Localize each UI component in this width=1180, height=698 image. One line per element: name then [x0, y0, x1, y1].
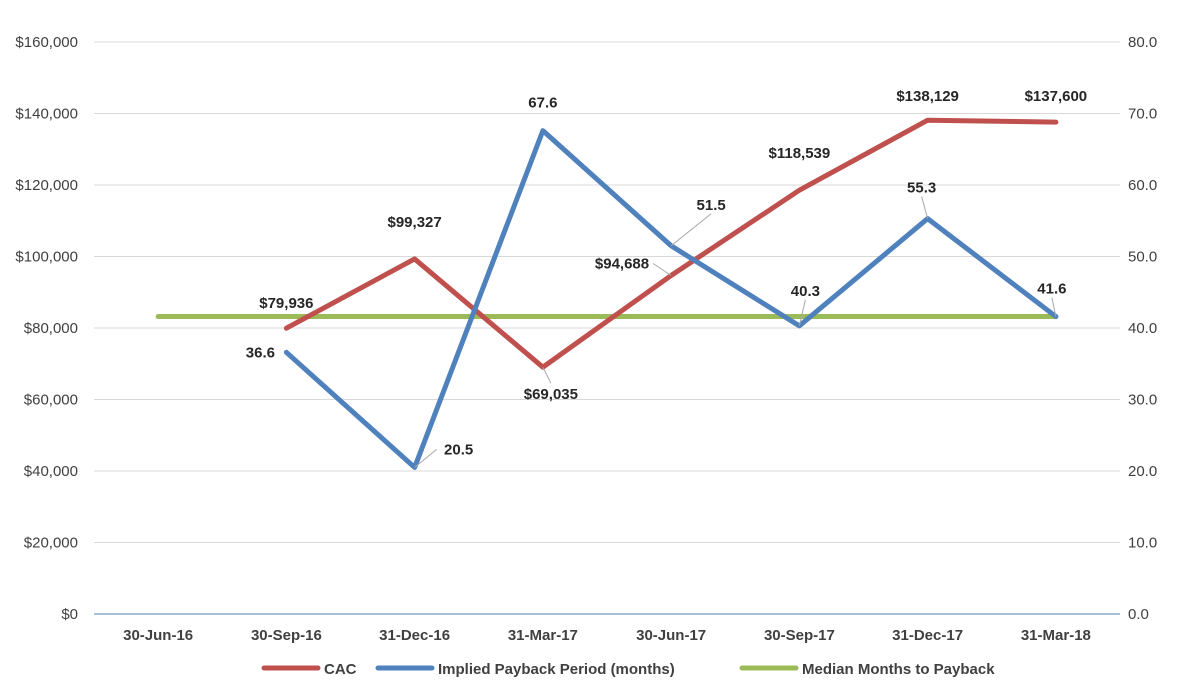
cac-data-label: $69,035	[524, 386, 578, 403]
series-lines	[155, 117, 1059, 470]
x-tick-label: 30-Jun-16	[123, 627, 193, 644]
cac-data-label: $79,936	[259, 295, 313, 312]
series-line-implied-payback-period-months[interactable]	[283, 128, 1059, 470]
data-labels: $79,936 $99,327 $69,035 $94,688 $118,539 $138…	[246, 88, 1088, 468]
x-tick-label: 31-Mar-17	[508, 627, 578, 644]
legend-item[interactable]: CAC	[261, 661, 357, 678]
payback-data-label: 41.6	[1037, 281, 1066, 298]
legend[interactable]: CAC Implied Payback Period (months) Median…	[261, 661, 995, 678]
x-tick-label: 30-Sep-17	[764, 627, 835, 644]
y-right-tick-label: 70.0	[1128, 106, 1157, 123]
x-tick-label: 31-Dec-17	[892, 627, 963, 644]
y-right-tick-label: 80.0	[1128, 34, 1157, 51]
y-left-tick-label: $20,000	[24, 535, 78, 552]
x-axis: 30-Jun-16 30-Sep-16 31-Dec-16 31-Mar-17 30-J…	[94, 613, 1120, 644]
y-left-tick-label: $0	[61, 606, 78, 623]
cac-data-label: $118,539	[769, 145, 831, 162]
cac-data-label: $94,688	[595, 255, 649, 272]
y-left-tick-label: $100,000	[15, 249, 78, 266]
payback-leader-line	[670, 213, 712, 247]
y-axis-left: $0 $20,000 $40,000 $60,000 $80,000 $100,000 $1…	[15, 34, 78, 623]
y-left-tick-label: $160,000	[15, 34, 78, 51]
cac-data-label: $138,129	[896, 88, 959, 105]
x-tick-label: 31-Mar-18	[1021, 627, 1091, 644]
payback-data-label: 36.6	[246, 344, 275, 361]
y-right-tick-label: 20.0	[1128, 463, 1157, 480]
cac-leader-line	[542, 366, 552, 384]
payback-data-label: 51.5	[697, 197, 726, 214]
x-tick-label: 30-Jun-17	[636, 627, 706, 644]
y-axis-right: 0.0 10.0 20.0 30.0 40.0 50.0 60.0 70.0 80.0	[1128, 34, 1157, 623]
y-right-tick-label: 0.0	[1128, 606, 1149, 623]
gridlines	[94, 41, 1120, 543]
legend-label: CAC	[324, 661, 357, 678]
x-tick-label: 30-Sep-16	[251, 627, 322, 644]
y-right-tick-label: 50.0	[1128, 249, 1157, 266]
y-right-tick-label: 40.0	[1128, 320, 1157, 337]
y-left-tick-label: $140,000	[15, 106, 78, 123]
payback-data-label: 40.3	[791, 283, 820, 300]
y-left-tick-label: $60,000	[24, 392, 78, 409]
payback-data-label: 20.5	[444, 441, 473, 458]
cac-data-label: $137,600	[1025, 88, 1088, 105]
payback-leader-line	[798, 299, 806, 326]
legend-item[interactable]: Median Months to Payback	[739, 661, 995, 678]
y-right-tick-label: 10.0	[1128, 535, 1157, 552]
payback-leader-line	[414, 449, 437, 468]
x-tick-label: 31-Dec-16	[379, 627, 450, 644]
y-left-tick-label: $80,000	[24, 320, 78, 337]
legend-item[interactable]: Implied Payback Period (months)	[375, 661, 675, 678]
legend-label: Median Months to Payback	[802, 661, 995, 678]
payback-data-label: 67.6	[528, 95, 557, 112]
y-right-tick-label: 30.0	[1128, 392, 1157, 409]
cac-data-label: $99,327	[388, 214, 442, 231]
y-right-tick-label: 60.0	[1128, 177, 1157, 194]
legend-label: Implied Payback Period (months)	[438, 661, 675, 678]
payback-data-label: 55.3	[907, 180, 936, 197]
payback-leader-line	[1051, 297, 1057, 317]
y-left-tick-label: $120,000	[15, 177, 78, 194]
payback-leader-line	[921, 196, 929, 219]
cac-leader-line	[652, 263, 672, 276]
y-left-tick-label: $40,000	[24, 463, 78, 480]
